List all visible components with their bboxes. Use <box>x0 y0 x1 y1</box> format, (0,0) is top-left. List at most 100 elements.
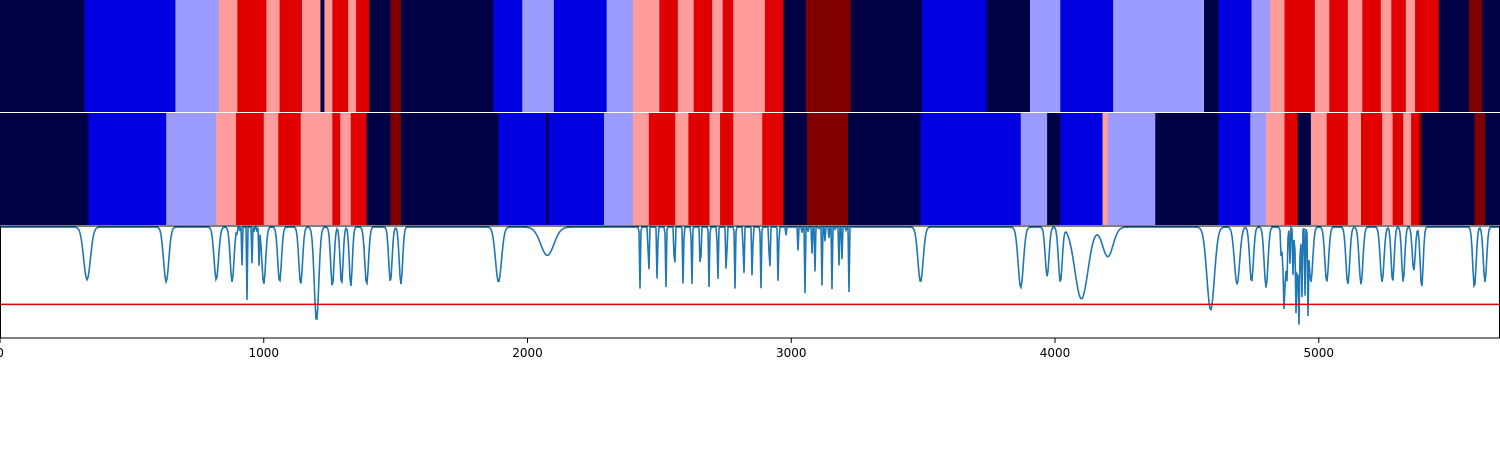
state-segment <box>1438 0 1470 112</box>
state-segment <box>733 0 766 112</box>
state-segment <box>320 0 325 112</box>
state-segment <box>1250 113 1267 225</box>
state-segment <box>1047 113 1061 225</box>
state-segment <box>263 113 279 225</box>
state-segment <box>648 113 676 225</box>
state-segment <box>986 0 1031 112</box>
state-segment <box>1297 113 1312 225</box>
state-segment <box>712 0 724 112</box>
state-segment <box>266 0 280 112</box>
state-segment <box>783 113 808 225</box>
state-segment <box>659 0 679 112</box>
state-segment <box>1419 113 1423 225</box>
state-segment <box>0 0 85 112</box>
state-row-2 <box>0 113 1500 225</box>
state-segment <box>722 0 734 112</box>
state-segment <box>1102 113 1109 225</box>
state-segment <box>1329 0 1349 112</box>
state-segment <box>1382 113 1394 225</box>
x-tick-label: 3000 <box>776 346 807 360</box>
state-segment <box>332 0 349 112</box>
state-segment <box>218 0 238 112</box>
signal-panel <box>0 225 1500 339</box>
state-segment <box>921 0 987 112</box>
state-segment <box>675 113 689 225</box>
x-axis: 0 1000 2000 3000 4000 5000 <box>0 338 1334 360</box>
state-segment <box>1266 113 1285 225</box>
state-segment <box>1380 0 1392 112</box>
state-segment <box>166 113 217 225</box>
state-segment <box>348 0 357 112</box>
state-segment <box>366 113 391 225</box>
state-segment <box>175 0 220 112</box>
state-segment <box>237 0 267 112</box>
state-segment <box>633 113 650 225</box>
state-segment <box>216 113 237 225</box>
state-segment <box>300 113 333 225</box>
signal-line <box>0 225 1500 325</box>
state-row-1 <box>0 0 1500 113</box>
state-segment <box>1284 113 1299 225</box>
state-segment <box>1284 0 1316 112</box>
signal-frame <box>0 225 1500 339</box>
x-tick-label: 2000 <box>512 346 543 360</box>
state-segment <box>1482 0 1500 112</box>
state-segment <box>340 113 352 225</box>
state-segment <box>1392 113 1404 225</box>
state-segment <box>604 113 634 225</box>
state-segment <box>1362 0 1382 112</box>
x-tick-label: 1000 <box>248 346 279 360</box>
state-segment <box>493 0 523 112</box>
state-segment <box>400 0 494 112</box>
state-segment <box>1020 113 1048 225</box>
state-segment <box>1218 0 1252 112</box>
state-segment <box>356 0 370 112</box>
state-segment <box>1411 113 1420 225</box>
state-segment <box>1361 113 1383 225</box>
state-segment <box>783 0 807 112</box>
state-segment <box>545 113 550 225</box>
state-segment <box>1107 113 1156 225</box>
state-segment <box>1474 113 1486 225</box>
state-segment <box>807 113 849 225</box>
state-segment <box>847 113 921 225</box>
state-segment <box>805 0 852 112</box>
state-segment <box>850 0 923 112</box>
state-segment <box>1469 0 1483 112</box>
x-tick-label: 0 <box>0 346 4 360</box>
state-segment <box>733 113 763 225</box>
state-segment <box>390 113 402 225</box>
state-segment <box>693 0 713 112</box>
state-segment <box>278 113 302 225</box>
state-segment <box>0 113 89 225</box>
state-segment <box>390 0 402 112</box>
state-segment <box>350 113 368 225</box>
state-segment <box>88 113 167 225</box>
state-segment <box>677 0 695 112</box>
state-segment <box>1405 0 1416 112</box>
state-segment <box>1251 0 1271 112</box>
state-segment <box>1113 0 1205 112</box>
state-segment <box>709 113 721 225</box>
state-segment <box>1484 113 1500 225</box>
state-segment <box>1218 113 1251 225</box>
state-segment <box>1060 0 1114 112</box>
state-segment <box>720 113 734 225</box>
state-segment <box>688 113 710 225</box>
state-segment <box>1326 113 1349 225</box>
state-segment <box>1347 113 1362 225</box>
state-segment <box>920 113 1022 225</box>
state-segment <box>332 113 341 225</box>
state-segment <box>1060 113 1103 225</box>
state-segment <box>302 0 321 112</box>
state-segment <box>1391 0 1407 112</box>
state-segment <box>1403 113 1412 225</box>
state-segment <box>1155 113 1219 225</box>
state-segment <box>548 113 605 225</box>
state-segment <box>762 113 784 225</box>
state-segment <box>1314 0 1330 112</box>
state-segment <box>84 0 176 112</box>
state-segment <box>764 0 784 112</box>
state-segment <box>606 0 634 112</box>
